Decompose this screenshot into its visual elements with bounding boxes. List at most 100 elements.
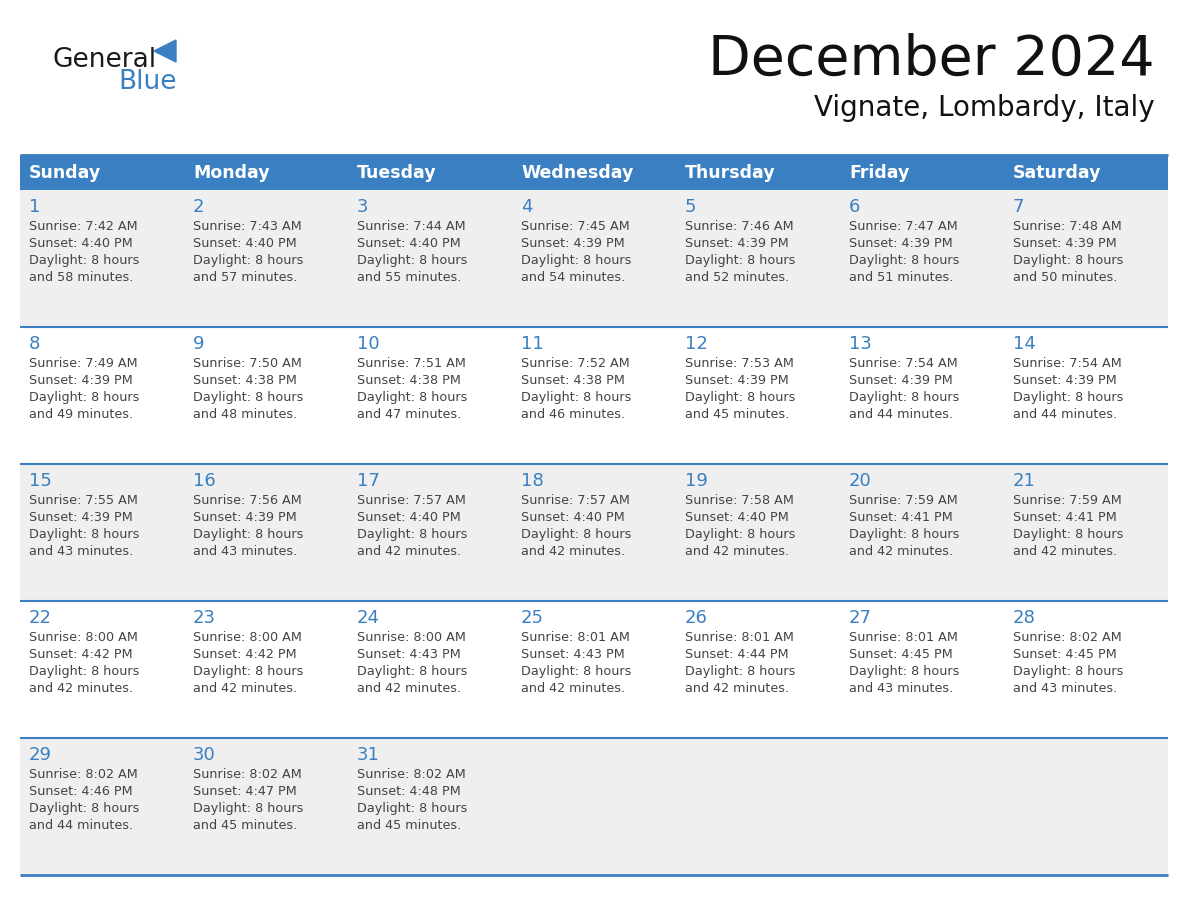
Text: Daylight: 8 hours: Daylight: 8 hours — [1013, 665, 1124, 678]
Text: and 51 minutes.: and 51 minutes. — [849, 271, 954, 284]
Text: Friday: Friday — [849, 163, 909, 182]
Text: Daylight: 8 hours: Daylight: 8 hours — [29, 528, 139, 541]
Text: 19: 19 — [685, 472, 708, 490]
Text: 22: 22 — [29, 609, 52, 627]
Text: and 58 minutes.: and 58 minutes. — [29, 271, 133, 284]
Text: Sunset: 4:47 PM: Sunset: 4:47 PM — [192, 785, 297, 798]
Text: Daylight: 8 hours: Daylight: 8 hours — [192, 665, 303, 678]
Text: Sunrise: 8:01 AM: Sunrise: 8:01 AM — [849, 631, 958, 644]
Text: Sunrise: 7:42 AM: Sunrise: 7:42 AM — [29, 220, 138, 233]
Text: 5: 5 — [685, 198, 696, 216]
Text: Sunrise: 8:00 AM: Sunrise: 8:00 AM — [358, 631, 466, 644]
Text: Sunset: 4:45 PM: Sunset: 4:45 PM — [1013, 648, 1117, 661]
Text: Daylight: 8 hours: Daylight: 8 hours — [1013, 391, 1124, 404]
Text: Sunset: 4:40 PM: Sunset: 4:40 PM — [29, 237, 133, 250]
Text: and 43 minutes.: and 43 minutes. — [29, 545, 133, 558]
Bar — [184, 155, 348, 190]
Text: Sunset: 4:39 PM: Sunset: 4:39 PM — [685, 237, 789, 250]
Text: Sunday: Sunday — [29, 163, 101, 182]
Text: 29: 29 — [29, 746, 52, 764]
Text: 21: 21 — [1013, 472, 1036, 490]
Text: Sunset: 4:39 PM: Sunset: 4:39 PM — [849, 374, 953, 387]
Text: Daylight: 8 hours: Daylight: 8 hours — [685, 528, 796, 541]
Text: Daylight: 8 hours: Daylight: 8 hours — [849, 665, 960, 678]
Bar — [20, 190, 1168, 327]
Text: Sunrise: 7:59 AM: Sunrise: 7:59 AM — [849, 494, 958, 507]
Text: 8: 8 — [29, 335, 40, 353]
Text: and 42 minutes.: and 42 minutes. — [358, 545, 461, 558]
Text: Sunrise: 7:54 AM: Sunrise: 7:54 AM — [1013, 357, 1121, 370]
Text: 27: 27 — [849, 609, 872, 627]
Text: and 55 minutes.: and 55 minutes. — [358, 271, 461, 284]
Text: 26: 26 — [685, 609, 708, 627]
Text: Daylight: 8 hours: Daylight: 8 hours — [358, 391, 467, 404]
Bar — [20, 601, 1168, 738]
Text: December 2024: December 2024 — [708, 33, 1155, 87]
Text: Daylight: 8 hours: Daylight: 8 hours — [358, 528, 467, 541]
Text: Daylight: 8 hours: Daylight: 8 hours — [358, 802, 467, 815]
Text: Sunrise: 7:49 AM: Sunrise: 7:49 AM — [29, 357, 138, 370]
Text: 3: 3 — [358, 198, 368, 216]
Text: Daylight: 8 hours: Daylight: 8 hours — [192, 254, 303, 267]
Text: 14: 14 — [1013, 335, 1036, 353]
Text: Sunrise: 7:53 AM: Sunrise: 7:53 AM — [685, 357, 794, 370]
Text: Sunrise: 8:02 AM: Sunrise: 8:02 AM — [358, 768, 466, 781]
Text: Sunset: 4:39 PM: Sunset: 4:39 PM — [1013, 374, 1117, 387]
Text: Sunset: 4:42 PM: Sunset: 4:42 PM — [192, 648, 297, 661]
Text: Daylight: 8 hours: Daylight: 8 hours — [192, 528, 303, 541]
Text: Daylight: 8 hours: Daylight: 8 hours — [1013, 528, 1124, 541]
Text: Sunrise: 7:54 AM: Sunrise: 7:54 AM — [849, 357, 958, 370]
Text: Blue: Blue — [118, 69, 177, 95]
Text: Sunset: 4:42 PM: Sunset: 4:42 PM — [29, 648, 133, 661]
Text: Sunrise: 7:50 AM: Sunrise: 7:50 AM — [192, 357, 302, 370]
Bar — [348, 155, 512, 190]
Text: 1: 1 — [29, 198, 40, 216]
Text: Sunrise: 8:01 AM: Sunrise: 8:01 AM — [522, 631, 630, 644]
Text: 25: 25 — [522, 609, 544, 627]
Text: and 49 minutes.: and 49 minutes. — [29, 408, 133, 421]
Text: 15: 15 — [29, 472, 52, 490]
Text: and 46 minutes.: and 46 minutes. — [522, 408, 625, 421]
Text: Sunrise: 7:47 AM: Sunrise: 7:47 AM — [849, 220, 958, 233]
Text: 23: 23 — [192, 609, 216, 627]
Text: Sunrise: 7:52 AM: Sunrise: 7:52 AM — [522, 357, 630, 370]
Text: Sunrise: 7:45 AM: Sunrise: 7:45 AM — [522, 220, 630, 233]
Bar — [20, 155, 184, 190]
Text: Daylight: 8 hours: Daylight: 8 hours — [522, 391, 631, 404]
Text: Daylight: 8 hours: Daylight: 8 hours — [358, 254, 467, 267]
Text: and 48 minutes.: and 48 minutes. — [192, 408, 297, 421]
Text: and 42 minutes.: and 42 minutes. — [685, 545, 789, 558]
Text: and 44 minutes.: and 44 minutes. — [29, 819, 133, 832]
Text: and 50 minutes.: and 50 minutes. — [1013, 271, 1118, 284]
Text: Sunset: 4:38 PM: Sunset: 4:38 PM — [522, 374, 625, 387]
Text: Sunrise: 8:01 AM: Sunrise: 8:01 AM — [685, 631, 794, 644]
Text: Daylight: 8 hours: Daylight: 8 hours — [522, 528, 631, 541]
Text: 17: 17 — [358, 472, 380, 490]
Text: Thursday: Thursday — [685, 163, 776, 182]
Text: Sunrise: 7:57 AM: Sunrise: 7:57 AM — [358, 494, 466, 507]
Text: Daylight: 8 hours: Daylight: 8 hours — [358, 665, 467, 678]
Text: 9: 9 — [192, 335, 204, 353]
Text: and 45 minutes.: and 45 minutes. — [685, 408, 789, 421]
Text: 18: 18 — [522, 472, 544, 490]
Text: and 52 minutes.: and 52 minutes. — [685, 271, 789, 284]
Text: Daylight: 8 hours: Daylight: 8 hours — [685, 254, 796, 267]
Text: and 42 minutes.: and 42 minutes. — [192, 682, 297, 695]
Bar — [20, 738, 1168, 875]
Text: Daylight: 8 hours: Daylight: 8 hours — [849, 254, 960, 267]
Text: Sunset: 4:39 PM: Sunset: 4:39 PM — [849, 237, 953, 250]
Text: and 42 minutes.: and 42 minutes. — [358, 682, 461, 695]
Text: Sunset: 4:40 PM: Sunset: 4:40 PM — [522, 511, 625, 524]
Text: Sunrise: 7:48 AM: Sunrise: 7:48 AM — [1013, 220, 1121, 233]
Text: 10: 10 — [358, 335, 380, 353]
Text: 31: 31 — [358, 746, 380, 764]
Text: Daylight: 8 hours: Daylight: 8 hours — [849, 528, 960, 541]
Text: Sunset: 4:48 PM: Sunset: 4:48 PM — [358, 785, 461, 798]
Text: Sunset: 4:43 PM: Sunset: 4:43 PM — [358, 648, 461, 661]
Text: Sunset: 4:40 PM: Sunset: 4:40 PM — [358, 237, 461, 250]
Text: Sunrise: 7:59 AM: Sunrise: 7:59 AM — [1013, 494, 1121, 507]
Text: Daylight: 8 hours: Daylight: 8 hours — [192, 802, 303, 815]
Text: and 57 minutes.: and 57 minutes. — [192, 271, 297, 284]
Text: Sunset: 4:40 PM: Sunset: 4:40 PM — [192, 237, 297, 250]
Text: Daylight: 8 hours: Daylight: 8 hours — [849, 391, 960, 404]
